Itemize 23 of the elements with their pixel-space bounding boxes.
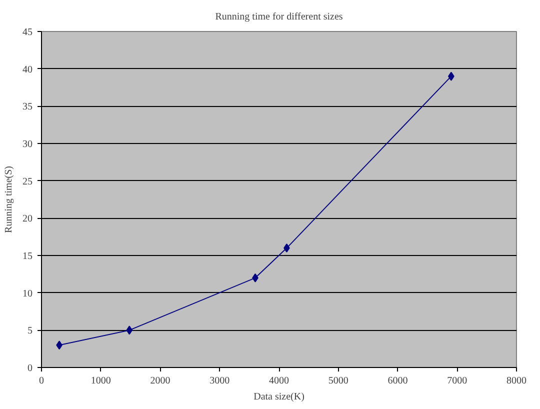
- x-tick-label: 5000: [328, 376, 348, 386]
- y-tick-label: 40: [22, 64, 32, 76]
- x-tick-label: 4000: [269, 376, 289, 386]
- y-tick-label: 5: [28, 326, 32, 337]
- y-axis-title: Running time(S): [4, 166, 14, 233]
- y-tick-label: 45: [22, 27, 32, 38]
- point: [126, 326, 133, 335]
- y-tick-label: 30: [22, 139, 32, 150]
- x-tick-label: 8000: [506, 376, 526, 386]
- chart-title: Running time for different sizes: [215, 12, 343, 22]
- y-tick-label: 15: [22, 251, 32, 262]
- x-tick-label: 6000: [388, 376, 408, 386]
- y-tick-label: 10: [22, 288, 32, 300]
- x-tick-label: 2000: [150, 376, 170, 386]
- x-axis-title: Data size(K): [254, 392, 304, 402]
- x-tick-label: 1000: [90, 376, 111, 386]
- x-tick-label: 7000: [447, 376, 468, 386]
- x-tick-label: 0: [39, 376, 44, 386]
- y-tick-label: 35: [22, 102, 32, 113]
- y-tick-label: 0: [28, 363, 32, 374]
- x-tick-label: 3000: [210, 376, 230, 386]
- y-tick-label: 20: [22, 214, 32, 225]
- y-tick-label: 25: [22, 176, 32, 188]
